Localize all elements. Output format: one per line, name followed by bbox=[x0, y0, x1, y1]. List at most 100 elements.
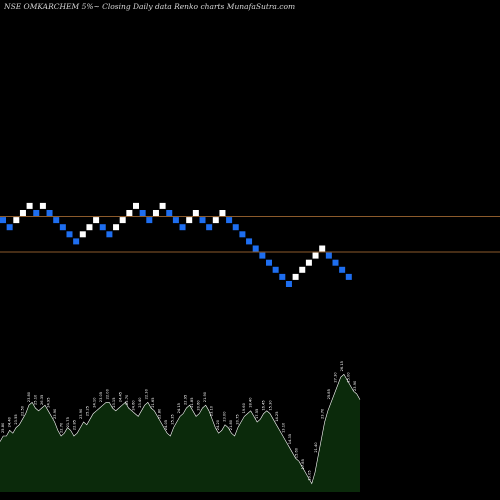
volume-label-55: 23.90 bbox=[353, 380, 357, 391]
renko-brick-11 bbox=[66, 231, 73, 238]
renko-brick-13 bbox=[79, 231, 86, 238]
renko-brick-26 bbox=[166, 210, 173, 216]
renko-bricks bbox=[0, 202, 352, 287]
renko-brick-43 bbox=[279, 273, 286, 280]
volume-panel bbox=[0, 373, 361, 492]
renko-brick-41 bbox=[266, 259, 272, 266]
volume-label-18: 23.15 bbox=[112, 398, 116, 408]
renko-brick-33 bbox=[212, 217, 219, 224]
renko-brick-25 bbox=[159, 202, 166, 209]
renko-brick-48 bbox=[312, 252, 319, 259]
renko-brick-36 bbox=[232, 224, 239, 231]
volume-label-12: 22.85 bbox=[73, 420, 77, 430]
renko-brick-8 bbox=[46, 210, 53, 216]
volume-label-25: 22.80 bbox=[157, 408, 161, 419]
renko-brick-27 bbox=[172, 217, 179, 224]
renko-brick-34 bbox=[219, 210, 226, 216]
renko-brick-38 bbox=[246, 238, 253, 245]
renko-brick-47 bbox=[305, 259, 312, 266]
volume-label-11: 21.75 bbox=[66, 417, 70, 427]
renko-brick-46 bbox=[299, 266, 306, 273]
volume-label-46: 15.60 bbox=[294, 447, 298, 458]
volume-label-1: 25.80 bbox=[1, 422, 5, 433]
renko-brick-39 bbox=[252, 245, 259, 252]
volume-label-2: 24.40 bbox=[8, 416, 12, 427]
volume-label-10: 22.70 bbox=[60, 422, 64, 433]
volume-label-31: 20.60 bbox=[197, 400, 201, 411]
renko-brick-5 bbox=[26, 202, 33, 209]
volume-label-42: 15.30 bbox=[268, 400, 272, 411]
volume-label-44: 13.10 bbox=[281, 422, 285, 433]
renko-brick-14 bbox=[86, 224, 93, 231]
volume-label-19: 24.45 bbox=[118, 392, 122, 402]
volume-label-24: 21.65 bbox=[151, 398, 155, 408]
volume-label-48: 19.05 bbox=[307, 470, 311, 480]
renko-brick-9 bbox=[53, 217, 60, 224]
renko-brick-16 bbox=[99, 224, 106, 231]
renko-brick-23 bbox=[146, 217, 153, 224]
volume-label-36: 21.80 bbox=[229, 419, 233, 430]
volume-label-30: 21.85 bbox=[190, 398, 194, 408]
volume-label-47: 17.85 bbox=[301, 459, 305, 469]
volume-label-35: 23.00 bbox=[223, 411, 227, 422]
volume-label-17: 22.00 bbox=[105, 388, 109, 399]
volume-label-28: 24.15 bbox=[177, 403, 181, 413]
volume-label-53: 26.15 bbox=[340, 361, 344, 371]
renko-brick-22 bbox=[139, 210, 146, 216]
volume-label-14: 25.25 bbox=[86, 406, 90, 416]
volume-label-32: 21.90 bbox=[203, 391, 207, 402]
renko-brick-50 bbox=[325, 252, 332, 259]
renko-brick-49 bbox=[319, 245, 326, 252]
volume-label-22: 23.40 bbox=[138, 397, 142, 408]
renko-brick-10 bbox=[59, 224, 66, 231]
volume-label-29: 22.95 bbox=[184, 395, 188, 405]
volume-label-8: 24.95 bbox=[47, 398, 51, 408]
renko-brick-40 bbox=[259, 252, 266, 259]
renko-brick-24 bbox=[152, 210, 159, 216]
volume-label-21: 24.60 bbox=[131, 400, 135, 411]
renko-brick-29 bbox=[186, 217, 193, 224]
volume-label-49: 21.40 bbox=[314, 442, 318, 453]
renko-brick-20 bbox=[126, 210, 133, 216]
renko-brick-37 bbox=[239, 231, 246, 238]
volume-label-4: 22.50 bbox=[21, 405, 25, 416]
renko-brick-30 bbox=[192, 210, 199, 216]
renko-brick-15 bbox=[93, 217, 100, 224]
volume-label-52: 27.30 bbox=[333, 372, 337, 383]
reference-lines bbox=[0, 216, 500, 253]
volume-label-38: 19.60 bbox=[242, 402, 246, 413]
volume-label-5: 23.80 bbox=[27, 391, 31, 402]
volume-label-34: 24.20 bbox=[216, 419, 220, 430]
renko-brick-35 bbox=[226, 217, 233, 224]
renko-brick-53 bbox=[345, 273, 352, 280]
renko-brick-1 bbox=[0, 217, 6, 224]
volume-label-16: 23.05 bbox=[99, 392, 103, 402]
volume-label-7: 26.35 bbox=[40, 395, 44, 405]
volume-label-23: 22.30 bbox=[144, 388, 148, 399]
volume-label-39: 18.40 bbox=[249, 397, 253, 408]
renko-brick-4 bbox=[19, 210, 26, 216]
renko-brick-3 bbox=[13, 217, 20, 224]
volume-label-6: 25.10 bbox=[34, 394, 38, 405]
volume-area bbox=[0, 374, 360, 492]
renko-brick-12 bbox=[73, 238, 80, 245]
renko-brick-51 bbox=[332, 259, 339, 266]
renko-brick-32 bbox=[206, 224, 213, 231]
volume-label-40: 17.55 bbox=[255, 409, 259, 419]
volume-label-15: 24.10 bbox=[92, 397, 96, 408]
volume-label-43: 14.25 bbox=[275, 412, 279, 422]
volume-label-27: 25.35 bbox=[171, 414, 175, 424]
renko-brick-18 bbox=[113, 224, 120, 231]
volume-label-37: 20.75 bbox=[236, 414, 240, 424]
renko-brick-44 bbox=[285, 281, 292, 287]
volume-label-9: 23.90 bbox=[53, 408, 57, 419]
renko-brick-7 bbox=[39, 202, 46, 209]
renko-brick-52 bbox=[339, 266, 346, 273]
renko-brick-21 bbox=[133, 202, 139, 209]
renko-brick-17 bbox=[106, 231, 113, 238]
volume-label-41: 16.45 bbox=[262, 400, 266, 410]
renko-brick-28 bbox=[179, 224, 186, 231]
volume-label-13: 23.90 bbox=[79, 408, 83, 419]
